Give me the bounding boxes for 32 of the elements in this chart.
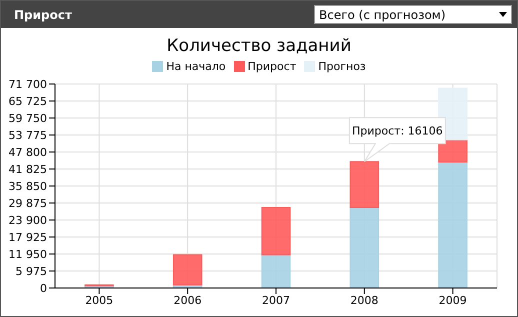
bar	[438, 139, 468, 162]
y-tick-label: 47 800	[8, 146, 47, 159]
dropdown-field: Всего (с прогнозом)	[314, 5, 512, 24]
x-tick-label: 2009	[438, 294, 467, 307]
y-tick-label: 5 975	[16, 264, 47, 278]
annotation: Прирост: 16106	[352, 124, 443, 138]
text: Прирост	[14, 8, 72, 22]
y-tick-label: 53 775	[8, 128, 47, 142]
y-tick-label: 11 950	[8, 248, 47, 261]
y-tick-label: 0	[40, 282, 47, 295]
chart-title: Количество заданий	[166, 36, 352, 58]
y-tick-label: 35 850	[8, 180, 47, 193]
bar	[350, 206, 380, 288]
y-tick-label: 29 875	[8, 196, 47, 210]
y-tick-label: 41 825	[8, 162, 47, 176]
legend-label: Прогноз	[317, 60, 366, 72]
y-tick-label: 17 925	[8, 230, 47, 244]
x-tick-label: 2008	[350, 294, 378, 307]
legend-label: Прирост	[246, 60, 296, 72]
legend-label: На начало	[165, 60, 226, 72]
y-tick-label: 23 900	[8, 214, 47, 227]
bar	[350, 161, 380, 208]
bar	[261, 206, 291, 256]
bar	[172, 254, 202, 286]
y-tick-label: 65 725	[8, 94, 47, 108]
bar	[261, 254, 291, 288]
y-tick-label: 71 700	[8, 78, 47, 91]
x-tick-label: 2005	[85, 294, 114, 307]
x-tick-label: 2006	[174, 294, 202, 307]
y-tick-label: 59 750	[8, 112, 47, 125]
x-tick-label: 2007	[262, 294, 290, 307]
bar	[438, 161, 468, 288]
